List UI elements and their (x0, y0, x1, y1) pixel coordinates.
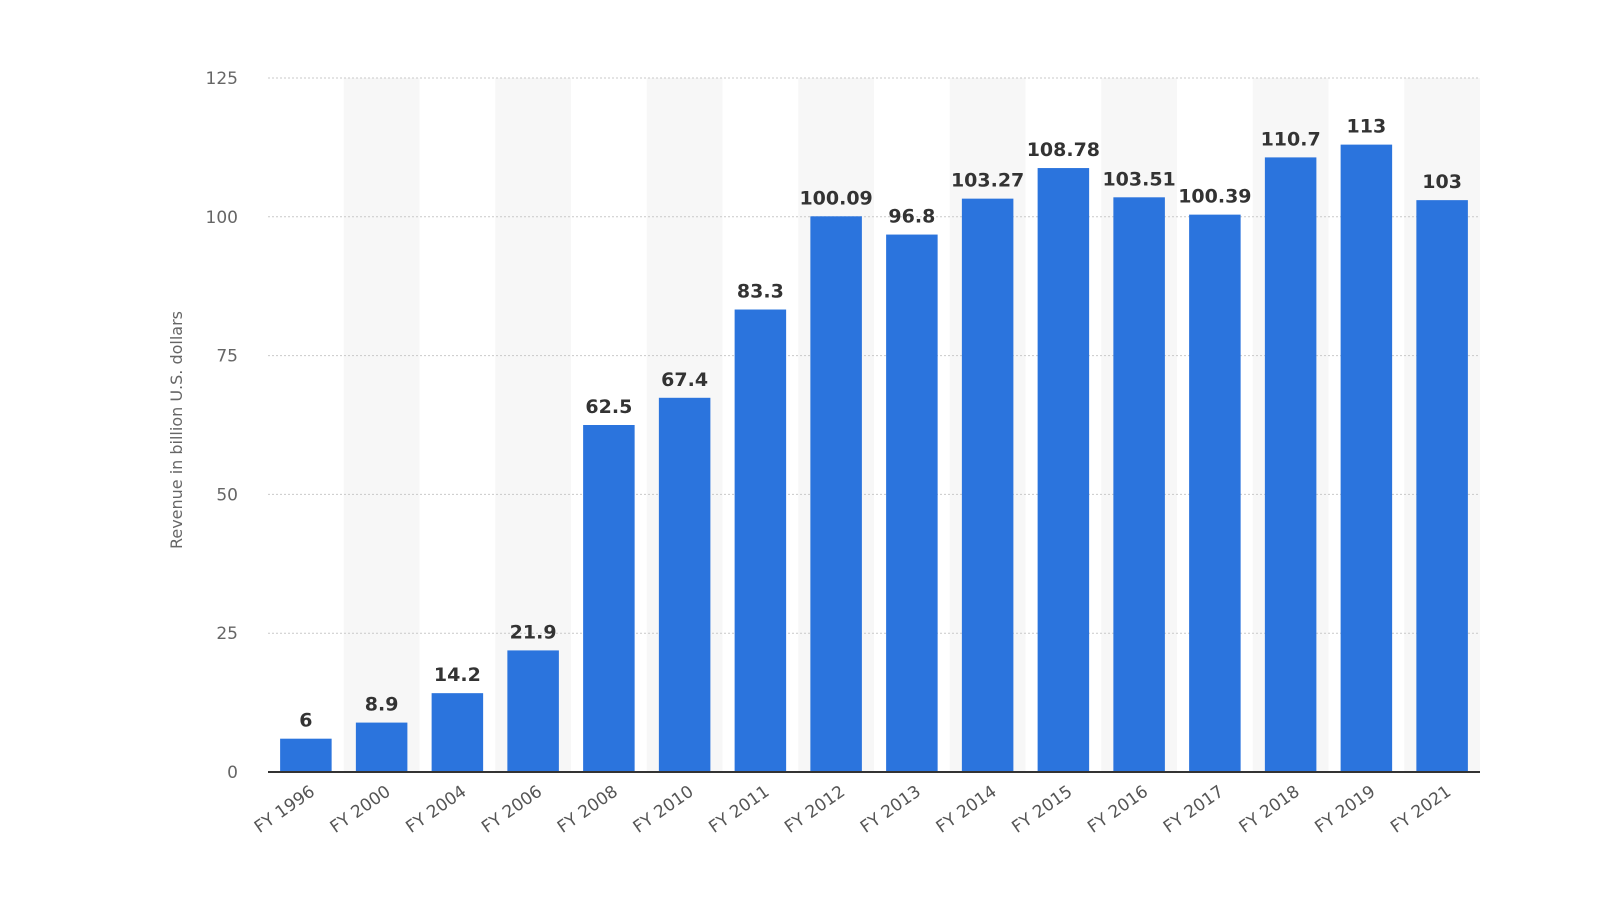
bar (280, 738, 332, 772)
x-tick-label: FY 2019 (1311, 782, 1379, 838)
y-tick-label: 75 (216, 347, 238, 367)
bar (1340, 144, 1393, 772)
data-label: 14.2 (434, 664, 481, 686)
bar (961, 198, 1014, 772)
x-axis-ticks: FY 1996 FY 2000 FY 2004 FY 2006 FY 2008 FY 20… (251, 782, 1455, 838)
data-label: 100.39 (1178, 186, 1251, 208)
data-label: 83.3 (737, 281, 784, 303)
data-label: 103.27 (951, 170, 1024, 192)
x-tick-label: FY 2012 (781, 782, 849, 838)
x-tick-label: FY 2021 (1387, 782, 1455, 838)
x-tick-label: FY 2000 (327, 782, 395, 838)
data-label: 21.9 (510, 621, 557, 643)
x-tick-label: FY 2010 (630, 782, 698, 838)
data-label: 108.78 (1027, 139, 1100, 161)
bar (583, 425, 635, 772)
x-tick-label: FY 2004 (402, 782, 470, 838)
bar (810, 216, 862, 773)
bar (886, 234, 938, 772)
y-axis-ticks: 0 25 50 75 100 125 (206, 69, 238, 783)
bar (734, 309, 787, 772)
bars (280, 144, 1468, 773)
x-tick-label: FY 2016 (1084, 782, 1152, 838)
bar (431, 693, 484, 772)
data-label: 8.9 (365, 694, 399, 716)
bar (1113, 197, 1165, 772)
x-tick-label: FY 2006 (478, 782, 546, 838)
data-label: 96.8 (888, 206, 935, 228)
data-label: 100.09 (799, 187, 872, 209)
bar (355, 722, 408, 772)
bar (1189, 214, 1241, 773)
data-label: 62.5 (585, 396, 632, 418)
data-labels: 6 8.9 14.2 21.9 62.5 67.4 83.3 100.09 96.8 103.27… (299, 116, 1462, 732)
data-label: 67.4 (661, 369, 708, 391)
y-tick-label: 0 (227, 763, 238, 783)
x-tick-label: FY 2011 (705, 782, 773, 838)
y-tick-label: 50 (216, 485, 238, 505)
bar (1264, 157, 1317, 772)
x-tick-label: FY 2008 (554, 782, 622, 838)
x-tick-label: FY 2015 (1008, 782, 1076, 838)
y-axis-label: Revenue in billion U.S. dollars (167, 311, 186, 549)
background-band (343, 78, 420, 772)
bar (1037, 168, 1090, 772)
bar (658, 397, 711, 772)
bar (1416, 200, 1468, 773)
data-label: 113 (1347, 116, 1387, 138)
data-label: 6 (299, 710, 312, 732)
y-tick-label: 100 (206, 208, 238, 228)
y-tick-label: 125 (206, 69, 238, 89)
bar (507, 650, 559, 772)
y-tick-label: 25 (216, 624, 238, 644)
data-label: 103.51 (1102, 168, 1175, 190)
x-tick-label: FY 2017 (1160, 782, 1228, 838)
x-tick-label: FY 2014 (933, 782, 1001, 838)
data-label: 110.7 (1261, 128, 1321, 150)
data-label: 103 (1422, 171, 1462, 193)
x-tick-label: FY 2013 (857, 782, 925, 838)
x-tick-label: FY 2018 (1236, 782, 1304, 838)
x-tick-label: FY 1996 (251, 782, 319, 838)
